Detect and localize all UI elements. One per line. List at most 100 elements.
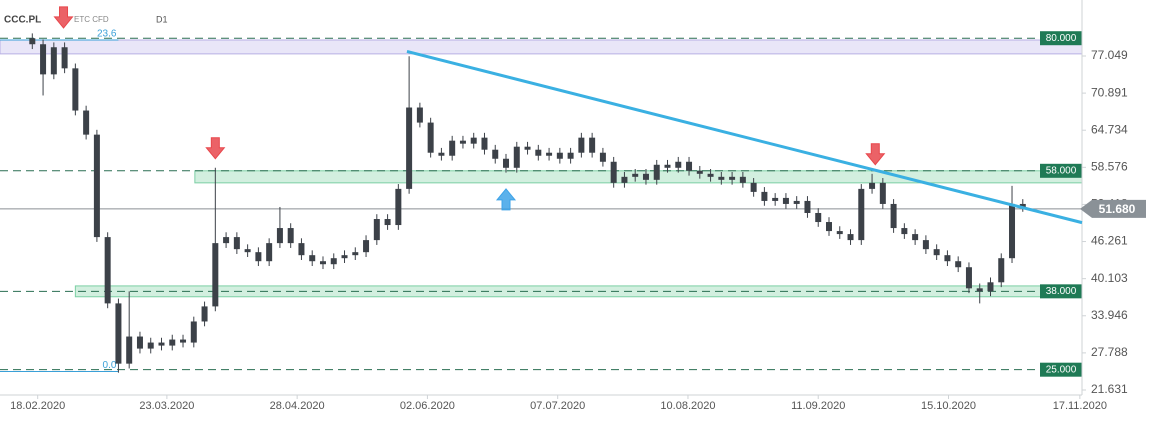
candle-body	[976, 288, 983, 292]
candle-body	[384, 219, 391, 226]
candle-body	[621, 176, 628, 183]
candle-body	[858, 188, 865, 241]
x-tick-label: 07.07.2020	[530, 400, 585, 412]
candle-body	[944, 255, 951, 262]
candle-body	[696, 170, 703, 174]
x-tick-label: 02.06.2020	[400, 400, 455, 412]
candle-body	[761, 191, 768, 201]
candle-body	[136, 336, 143, 349]
y-tick-label: 64.734	[1091, 122, 1128, 136]
candle-body	[686, 161, 693, 171]
signal-arrow	[865, 143, 886, 166]
candle-body	[244, 249, 251, 253]
signal-arrow	[495, 188, 517, 211]
candle-body	[933, 249, 940, 256]
x-tick-label: 18.02.2020	[10, 400, 65, 412]
level-label: 80.000	[1046, 33, 1077, 44]
y-tick-label: 70.891	[1091, 85, 1128, 99]
candle-body	[93, 134, 100, 238]
candle-body	[632, 173, 639, 177]
candle-body	[492, 149, 499, 159]
candle-body	[782, 197, 789, 204]
candle-body	[341, 255, 348, 259]
x-tick-label: 17.11.2020	[1053, 400, 1107, 412]
interval: D1	[156, 14, 168, 24]
last-price-label: 51.680	[1099, 202, 1136, 216]
candle-body	[987, 282, 994, 292]
y-tick-label: 27.788	[1091, 345, 1128, 359]
candle-body	[212, 243, 219, 307]
candle-body	[912, 234, 919, 241]
candle-body	[363, 240, 370, 253]
candle-body	[739, 176, 746, 183]
candle-body	[664, 164, 671, 168]
y-tick-label: 40.103	[1091, 271, 1128, 285]
candle-body	[524, 146, 531, 150]
candle-body	[223, 237, 230, 244]
level-label: 58.000	[1046, 165, 1077, 176]
candle-body	[718, 176, 725, 180]
candle-body	[599, 152, 606, 162]
candle-body	[546, 152, 553, 156]
candle-body	[1009, 203, 1016, 259]
candle-body	[653, 164, 660, 180]
signal-arrow	[205, 137, 226, 160]
x-tick-label: 23.03.2020	[139, 400, 194, 412]
candle-body	[535, 149, 542, 156]
candle-body	[513, 146, 520, 168]
candle-body	[610, 161, 617, 183]
candle-body	[40, 44, 47, 75]
fib-label: 0.0	[103, 360, 117, 371]
candle-body	[416, 107, 423, 123]
candle-body	[707, 173, 714, 177]
fib-label: 23.6	[97, 29, 117, 40]
candle-body	[459, 140, 466, 144]
candle-body	[556, 152, 563, 159]
candle-body	[126, 336, 133, 364]
candle-body	[998, 258, 1005, 283]
symbol: CCC.PL	[4, 15, 41, 26]
candle-body	[50, 47, 57, 75]
candle-body	[879, 182, 886, 204]
candle-body	[427, 122, 434, 153]
candle-body	[373, 219, 380, 241]
y-tick-label: 46.261	[1091, 234, 1128, 248]
candle-body	[29, 38, 36, 45]
candle-body	[406, 107, 413, 189]
level-box	[1040, 31, 1082, 46]
candle-body	[180, 339, 187, 343]
candle-body	[955, 261, 962, 268]
candle-body	[847, 234, 854, 241]
zone	[0, 39, 1083, 55]
level-box	[1040, 362, 1082, 377]
zone	[194, 170, 1083, 184]
candle-body	[567, 152, 574, 159]
candle-body	[395, 188, 402, 226]
candle-body	[309, 255, 316, 262]
x-tick-label: 15.10.2020	[921, 400, 976, 412]
candle-body	[72, 68, 79, 111]
candle-body	[772, 197, 779, 201]
candle-body	[675, 161, 682, 168]
x-tick-label: 28.04.2020	[270, 400, 325, 412]
candle-body	[901, 228, 908, 235]
candle-body	[169, 339, 176, 346]
candle-body	[815, 212, 822, 223]
x-tick-label: 10.08.2020	[660, 400, 715, 412]
candle-body	[147, 342, 154, 349]
candle-body	[750, 182, 757, 192]
level-box	[1040, 163, 1082, 178]
candle-body	[201, 306, 208, 322]
candle-body	[438, 152, 445, 156]
y-tick-label: 33.946	[1091, 308, 1128, 322]
candle-body	[578, 137, 585, 153]
instrument: ETC CFD	[74, 15, 109, 24]
candle-body	[330, 258, 337, 265]
candle-body	[158, 342, 165, 346]
candle-body	[104, 237, 111, 304]
candle-body	[1019, 203, 1026, 207]
candle-body	[503, 158, 510, 168]
y-tick-label: 21.631	[1091, 382, 1128, 396]
trendline	[406, 50, 1083, 225]
